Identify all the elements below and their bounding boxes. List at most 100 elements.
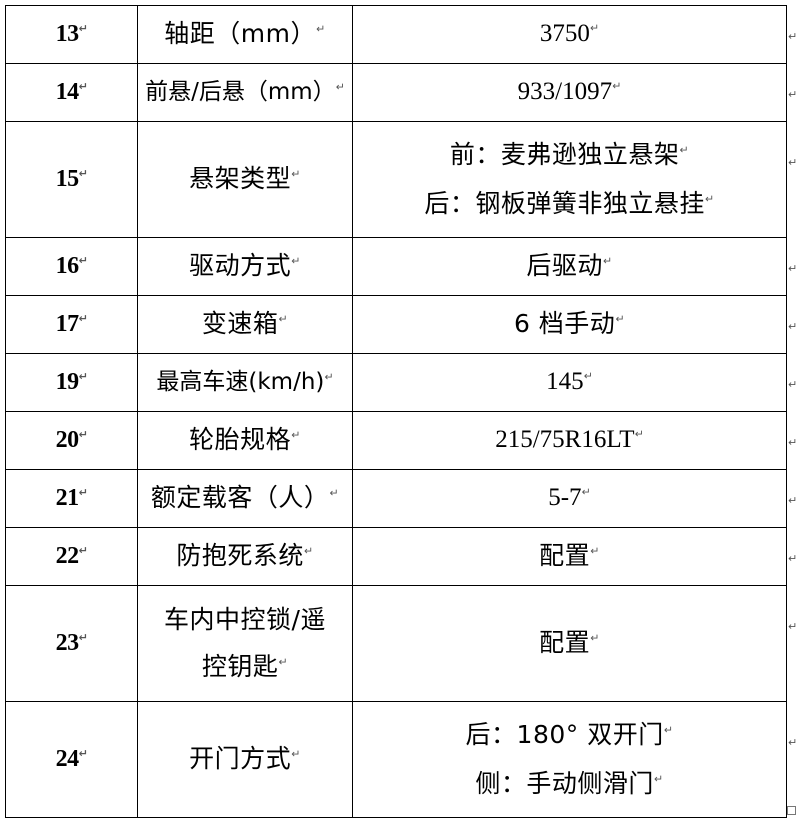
- paragraph-mark-icon: ↵: [589, 21, 600, 35]
- table-row: 14↵ 前悬/后悬（mm）↵ 933/1097↵: [5, 63, 787, 122]
- spec-label-line: 控钥匙↵: [201, 651, 289, 681]
- paragraph-mark-icon: ↵: [78, 631, 88, 644]
- paragraph-mark-icon: ↵: [316, 22, 326, 36]
- spec-value-line: 配置↵: [539, 628, 600, 658]
- paragraph-mark-icon: ↵: [324, 370, 334, 384]
- row-index-value: 15: [55, 166, 80, 192]
- paragraph-mark-icon: ↵: [78, 370, 88, 383]
- spec-label-cell: 额定载客（人）↵: [137, 469, 353, 528]
- row-index-value: 13: [55, 21, 80, 47]
- row-index-cell: 13↵: [5, 5, 138, 64]
- spec-label-cell: 车内中控锁/遥 控钥匙↵: [137, 585, 353, 702]
- paragraph-mark-icon: ↵: [634, 427, 644, 441]
- spec-label-line: 驱动方式↵: [189, 251, 301, 281]
- table-row: 24↵ 开门方式↵ 后：180° 双开门↵ 侧：手动侧滑门↵: [5, 701, 787, 818]
- spec-value-line: 933/1097↵: [517, 78, 622, 106]
- spec-value-line: 145↵: [546, 368, 593, 396]
- paragraph-mark-icon: ↵: [78, 747, 88, 760]
- end-of-document-marker: [787, 806, 796, 815]
- paragraph-mark-icon: ↵: [612, 79, 622, 93]
- row-index-cell: 23↵: [5, 585, 138, 702]
- spec-label-line: 前悬/后悬（mm）↵: [145, 79, 345, 106]
- margin-paragraph-mark-icon: ↵: [788, 493, 798, 507]
- spec-value-line: 后：180° 双开门↵: [465, 719, 674, 749]
- table-row: 15↵ 悬架类型↵ 前：麦弗逊独立悬架↵ 后：钢板弹簧非独立悬挂↵: [5, 121, 787, 238]
- row-index-value: 19: [55, 369, 80, 395]
- spec-value-line: 侧：手动侧滑门↵: [475, 768, 664, 798]
- spec-label-line: 额定载客（人）↵: [150, 483, 340, 513]
- margin-paragraph-mark-icon: ↵: [788, 551, 798, 565]
- row-index-value: 16: [55, 253, 80, 279]
- spec-value-cell: 配置↵: [352, 527, 787, 586]
- row-index-value: 14: [55, 79, 80, 105]
- vehicle-specification-table: 13↵ 轴距（mm）↵ 3750↵ 14↵ 前悬/后悬（mm）↵ 933/1097↵ 15↵…: [5, 5, 787, 818]
- spec-label-line: 悬架类型↵: [189, 164, 301, 194]
- spec-value-cell: 6 档手动↵: [352, 295, 787, 354]
- spec-value-cell: 215/75R16LT↵: [352, 411, 787, 470]
- spec-label-line: 车内中控锁/遥: [164, 604, 326, 634]
- paragraph-mark-icon: ↵: [291, 254, 301, 268]
- paragraph-mark-icon: ↵: [679, 143, 690, 157]
- paragraph-mark-icon: ↵: [78, 167, 88, 180]
- spec-value-cell: 145↵: [352, 353, 787, 412]
- row-index-value: 24: [55, 746, 80, 772]
- spec-value-cell: 后：180° 双开门↵ 侧：手动侧滑门↵: [352, 701, 787, 818]
- paragraph-mark-icon: ↵: [602, 254, 613, 268]
- row-index-cell: 15↵: [5, 121, 138, 238]
- row-index-cell: 16↵: [5, 237, 138, 296]
- paragraph-mark-icon: ↵: [704, 192, 715, 206]
- spec-value-cell: 前：麦弗逊独立悬架↵ 后：钢板弹簧非独立悬挂↵: [352, 121, 787, 238]
- spec-label-line: 轴距（mm）↵: [164, 19, 326, 49]
- paragraph-mark-icon: ↵: [590, 544, 600, 558]
- table-row: 16↵ 驱动方式↵ 后驱动↵: [5, 237, 787, 296]
- margin-paragraph-mark-icon: ↵: [788, 620, 798, 634]
- row-index-value: 22: [55, 543, 80, 569]
- margin-paragraph-mark-icon: ↵: [788, 29, 798, 43]
- paragraph-mark-icon: ↵: [78, 80, 88, 93]
- paragraph-mark-icon: ↵: [303, 544, 314, 558]
- spec-label-cell: 开门方式↵: [137, 701, 353, 818]
- spec-value-line: 6 档手动↵: [513, 309, 626, 339]
- table-row: 19↵ 最高车速(km/h)↵ 145↵: [5, 353, 787, 412]
- table-row: 21↵ 额定载客（人）↵ 5-7↵: [5, 469, 787, 528]
- paragraph-mark-icon: ↵: [291, 428, 301, 442]
- paragraph-mark-icon: ↵: [583, 369, 593, 383]
- row-index-cell: 21↵: [5, 469, 138, 528]
- paragraph-mark-icon: ↵: [653, 772, 664, 786]
- row-index-cell: 14↵: [5, 63, 138, 122]
- paragraph-mark-icon: ↵: [78, 428, 88, 441]
- paragraph-mark-icon: ↵: [278, 655, 289, 669]
- spec-value-line: 后驱动↵: [526, 251, 613, 281]
- spec-value-line: 配置↵: [539, 541, 600, 571]
- spec-value-cell: 配置↵: [352, 585, 787, 702]
- row-index-cell: 17↵: [5, 295, 138, 354]
- paragraph-mark-icon: ↵: [581, 485, 591, 499]
- spec-value-cell: 5-7↵: [352, 469, 787, 528]
- spec-value-line: 5-7↵: [548, 484, 591, 512]
- spec-label-line: 开门方式↵: [189, 744, 301, 774]
- paragraph-mark-icon: ↵: [78, 22, 88, 35]
- table-row: 13↵ 轴距（mm）↵ 3750↵: [5, 5, 787, 64]
- spec-value-cell: 后驱动↵: [352, 237, 787, 296]
- spec-value-line: 215/75R16LT↵: [495, 426, 644, 454]
- paragraph-mark-icon: ↵: [615, 312, 626, 326]
- table-row: 23↵ 车内中控锁/遥 控钥匙↵ 配置↵: [5, 585, 787, 702]
- spec-label-cell: 前悬/后悬（mm）↵: [137, 63, 353, 122]
- paragraph-mark-icon: ↵: [329, 486, 340, 500]
- margin-paragraph-mark-icon: ↵: [788, 377, 798, 391]
- paragraph-mark-icon: ↵: [78, 312, 88, 325]
- margin-paragraph-mark-icon: ↵: [788, 435, 798, 449]
- row-index-cell: 22↵: [5, 527, 138, 586]
- spec-label-cell: 变速箱↵: [137, 295, 353, 354]
- spec-value-cell: 933/1097↵: [352, 63, 787, 122]
- spec-label-line: 防抱死系统↵: [176, 541, 314, 571]
- spec-value-line: 3750↵: [539, 20, 600, 48]
- spec-label-line: 变速箱↵: [201, 309, 289, 339]
- paragraph-mark-icon: ↵: [335, 80, 345, 94]
- spec-label-line: 最高车速(km/h)↵: [156, 369, 334, 396]
- table-row: 17↵ 变速箱↵ 6 档手动↵: [5, 295, 787, 354]
- margin-paragraph-mark-icon: ↵: [788, 156, 798, 170]
- spec-label-cell: 防抱死系统↵: [137, 527, 353, 586]
- spec-label-cell: 悬架类型↵: [137, 121, 353, 238]
- paragraph-mark-icon: ↵: [590, 631, 600, 645]
